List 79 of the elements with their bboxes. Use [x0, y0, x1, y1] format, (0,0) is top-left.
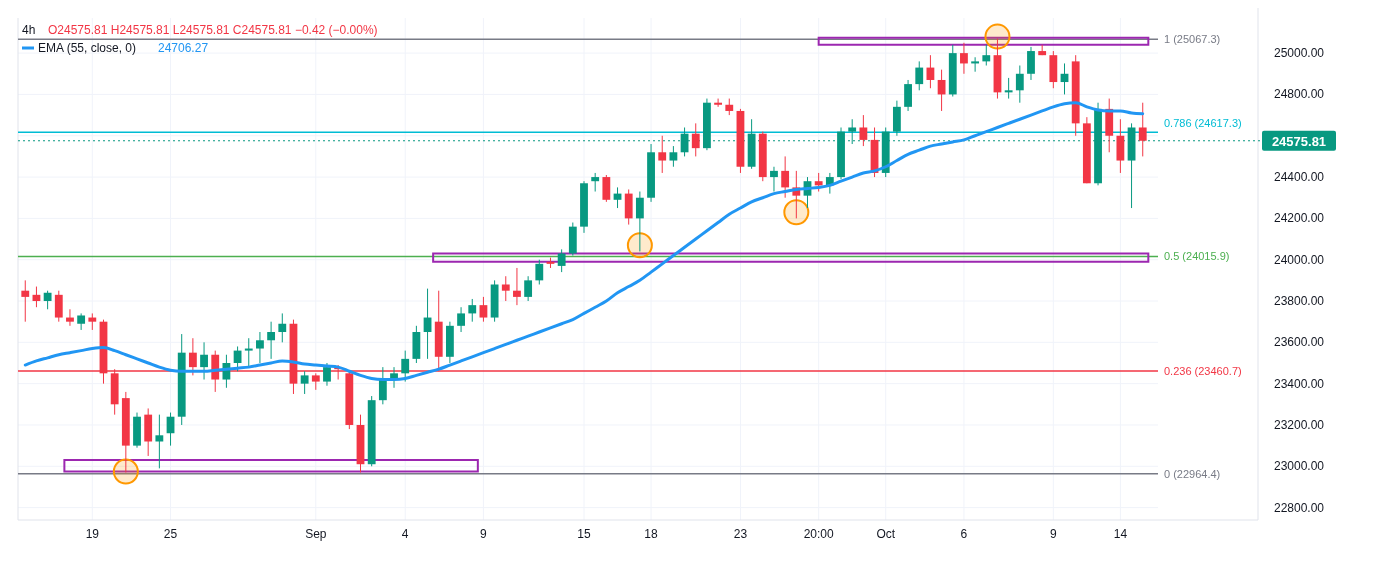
y-tick-label: 24000.00 — [1273, 252, 1325, 267]
candlestick — [960, 42, 968, 75]
x-tick-label: 23 — [733, 527, 748, 541]
y-tick-label: 22800.00 — [1273, 500, 1325, 515]
candlestick — [658, 135, 667, 174]
candlestick — [513, 267, 521, 306]
x-tick-label: 14 — [1113, 527, 1128, 541]
candlestick — [323, 362, 331, 387]
ref-line-label: 0.5 (24015.9) — [1164, 250, 1230, 263]
y-tick-label: 23800.00 — [1273, 294, 1325, 309]
candlestick — [200, 341, 208, 381]
y-tick-label: 24200.00 — [1273, 211, 1325, 226]
candlestick — [669, 145, 678, 168]
x-tick-label: 4 — [401, 527, 409, 541]
candlestick — [155, 414, 164, 469]
candlestick — [524, 275, 533, 302]
candlestick — [859, 114, 868, 147]
x-tick-label: 18 — [644, 527, 659, 541]
x-tick-label: 20:00 — [803, 527, 835, 541]
candlestick — [770, 166, 778, 193]
ref-line-label: 24575.81 — [1271, 133, 1327, 149]
candlestick — [43, 290, 52, 310]
candlestick — [915, 60, 924, 91]
x-tick-label: 19 — [85, 527, 100, 541]
candlestick — [814, 172, 823, 193]
candlestick — [21, 279, 30, 323]
candlestick — [781, 155, 790, 199]
y-tick-label: 23600.00 — [1273, 335, 1325, 350]
candlestick — [1015, 65, 1024, 104]
candlestick — [1004, 77, 1013, 100]
candlestick — [401, 350, 410, 383]
candlestick — [1138, 102, 1147, 157]
x-tick-label: 6 — [960, 527, 968, 541]
candlestick — [501, 275, 510, 302]
candlestick — [904, 79, 912, 112]
candlestick — [635, 191, 644, 252]
legend-label: EMA (55, close, 0) — [38, 41, 137, 55]
candlestick — [66, 308, 74, 327]
ref-line-label: 0.786 (24617.3) — [1164, 117, 1242, 130]
candlestick — [278, 312, 287, 343]
annotation: 24706.27 — [158, 41, 209, 55]
y-tick-label: 24800.00 — [1273, 87, 1325, 102]
candlestick — [937, 69, 946, 112]
x-tick-label: 9 — [480, 527, 488, 541]
y-tick-label: 25000.00 — [1273, 46, 1325, 61]
y-tick-label: 23200.00 — [1273, 417, 1325, 432]
candlestick — [256, 331, 264, 364]
candlestick — [982, 44, 991, 67]
y-tick-label: 23000.00 — [1273, 459, 1325, 474]
x-tick-label: Sep — [305, 527, 327, 541]
candlestick — [714, 98, 723, 108]
candlestick — [457, 306, 465, 333]
x-tick-label: 15 — [577, 527, 591, 541]
candlestick — [971, 56, 980, 73]
candlestick — [54, 290, 63, 323]
candlestick — [267, 321, 276, 360]
y-tick-label: 24400.00 — [1273, 170, 1325, 185]
candlestick — [535, 259, 544, 285]
x-tick-label: Oct — [876, 527, 896, 541]
ref-line-label: 1 (25067.3) — [1164, 33, 1221, 46]
candlestick — [188, 337, 197, 376]
candlestick — [602, 174, 611, 203]
candlestick — [244, 337, 253, 368]
ref-line-label: 0.236 (23460.7) — [1164, 365, 1242, 378]
x-tick-label: 9 — [1049, 527, 1057, 541]
candlestick — [300, 370, 309, 395]
candlestick — [691, 122, 700, 157]
candlestick — [591, 172, 600, 193]
candlestick — [77, 312, 86, 331]
chart-title: 4h — [22, 23, 36, 37]
candlestick — [378, 366, 387, 405]
chart-subtitle: O24575.81 H24575.81 L24575.81 C24575.81 −0.42 (−0.00%) — [48, 23, 378, 37]
candlestick — [468, 298, 477, 323]
ref-line-label: 0 (22964.4) — [1164, 467, 1221, 480]
y-tick-label: 23400.00 — [1273, 376, 1325, 391]
candlestick — [479, 296, 488, 323]
candlestick — [1027, 46, 1035, 81]
x-tick-label: 25 — [163, 527, 178, 541]
candlestick — [557, 248, 566, 273]
